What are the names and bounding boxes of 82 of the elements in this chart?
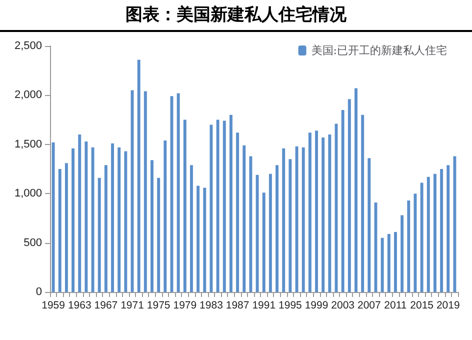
bar: [137, 60, 140, 292]
bar: [420, 182, 424, 292]
bar: [104, 165, 108, 292]
x-tick-label: 1991: [252, 300, 276, 312]
bar: [453, 156, 456, 292]
x-tick-label: 1987: [226, 300, 250, 312]
bar: [176, 93, 180, 292]
bar: [78, 134, 82, 292]
bar: [190, 165, 193, 292]
x-tick-label: 1983: [200, 300, 224, 312]
x-tick-label: 1967: [94, 300, 118, 312]
chart-title: 图表：美国新建私人住宅情况: [0, 0, 472, 32]
bar: [124, 151, 128, 292]
bar: [394, 232, 397, 292]
x-tick-label: 2019: [436, 300, 460, 312]
bar: [414, 194, 417, 292]
x-tick-label: 1971: [120, 300, 144, 312]
y-tick-label: 500: [24, 236, 42, 249]
x-tick-label: 2011: [384, 300, 407, 312]
bar: [361, 114, 364, 292]
bar: [118, 147, 121, 292]
bar: [249, 156, 252, 292]
bar: [52, 142, 55, 292]
bar: [203, 188, 206, 292]
y-tick-label: 1,500: [14, 138, 42, 150]
bar: [84, 141, 88, 292]
bar: [256, 174, 259, 292]
legend-label: 美国:已开工的新建私人住宅: [311, 44, 448, 57]
x-tick-label: 2007: [357, 300, 381, 312]
bar: [387, 234, 390, 292]
bar: [91, 147, 94, 292]
bar: [229, 114, 232, 292]
x-tick-label: 1959: [42, 300, 66, 312]
bar: [150, 160, 154, 292]
x-tick-label: 2003: [331, 300, 355, 312]
x-tick-label: 1995: [278, 300, 302, 312]
bar: [276, 165, 279, 292]
bar: [64, 163, 68, 292]
bar: [72, 148, 75, 292]
bar: [328, 134, 332, 292]
bar: [295, 146, 298, 292]
bar: [111, 143, 114, 292]
bar: [262, 192, 266, 292]
bar: [242, 145, 246, 292]
y-tick-label: 1,000: [14, 188, 42, 200]
y-tick-label: 2,000: [14, 89, 42, 102]
y-tick-label: 2,500: [14, 40, 42, 52]
bar: [348, 99, 351, 292]
bar: [400, 215, 404, 292]
bar: [322, 138, 325, 292]
bar: [210, 124, 213, 292]
x-tick-label: 1975: [146, 300, 170, 312]
bar: [282, 148, 286, 292]
bar: [426, 176, 430, 292]
bar: [308, 132, 312, 292]
bar: [354, 88, 358, 292]
bar: [440, 169, 444, 292]
y-tick-label: 0: [36, 286, 42, 298]
x-tick-label: 1979: [173, 300, 197, 312]
bar: [236, 132, 240, 292]
bar: [98, 178, 101, 292]
bar: [222, 120, 226, 292]
bar: [341, 110, 344, 292]
x-tick-label: 1999: [304, 300, 328, 312]
bar: [380, 238, 384, 292]
bar: [183, 120, 186, 292]
bar: [144, 91, 147, 292]
x-tick-label: 1963: [68, 300, 92, 312]
bar: [157, 178, 160, 292]
bar: [368, 158, 371, 292]
bar: [268, 174, 272, 292]
x-tick-label: 2015: [410, 300, 434, 312]
bar: [216, 120, 220, 292]
bar: [302, 147, 305, 292]
bar: [315, 130, 318, 292]
bar: [58, 169, 62, 292]
bar: [288, 159, 292, 292]
bar: [164, 140, 167, 292]
bar: [196, 186, 200, 292]
bar: [446, 165, 450, 292]
bar: [407, 200, 410, 292]
bar: [433, 174, 436, 292]
